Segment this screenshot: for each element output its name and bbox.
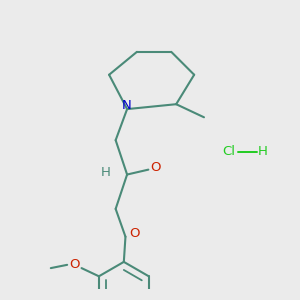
Text: N: N: [122, 99, 132, 112]
Text: H: H: [101, 167, 111, 179]
Text: O: O: [150, 161, 161, 175]
Text: O: O: [69, 258, 80, 271]
Text: O: O: [129, 227, 140, 240]
Text: H: H: [258, 145, 268, 158]
Text: Cl: Cl: [222, 145, 235, 158]
